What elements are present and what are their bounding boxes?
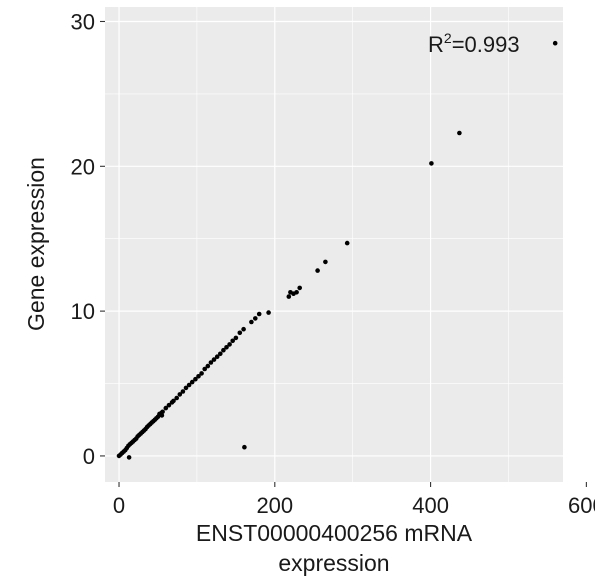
data-point — [126, 455, 132, 460]
plot-panel — [105, 7, 563, 482]
grid-lines — [105, 7, 563, 482]
data-point — [166, 402, 172, 408]
data-point — [218, 351, 223, 357]
x-tick-label: 0 — [113, 493, 125, 518]
x-tick-label: 400 — [412, 493, 449, 518]
data-point — [227, 342, 232, 347]
y-tick-label: 10 — [71, 299, 95, 324]
data-point — [180, 389, 186, 394]
r-squared-superscript: 2 — [444, 30, 452, 46]
data-point — [344, 240, 350, 246]
data-point — [183, 385, 189, 391]
data-point — [242, 444, 247, 450]
data-point — [253, 316, 258, 321]
data-point — [323, 259, 328, 265]
y-tick-label: 30 — [71, 9, 95, 34]
data-point — [214, 354, 220, 360]
data-point — [294, 290, 299, 295]
data-point — [315, 268, 320, 273]
data-points — [116, 40, 558, 460]
data-point — [196, 374, 201, 379]
data-point — [256, 311, 262, 317]
y-tick-label: 20 — [71, 154, 95, 179]
data-point — [186, 382, 192, 388]
data-point — [266, 310, 271, 315]
data-point — [205, 363, 211, 369]
x-tick-label: 200 — [256, 493, 293, 518]
data-point — [177, 392, 183, 397]
x-axis-title-line-1: ENST00000400256 mRNA — [196, 520, 473, 546]
x-axis-title-line-2: expression — [278, 550, 389, 576]
data-point — [189, 379, 195, 385]
data-point — [297, 285, 303, 291]
x-tick-label: 600 — [568, 493, 595, 518]
data-point — [224, 345, 229, 350]
r-squared-annotation: R2=0.993 — [428, 30, 520, 57]
data-point — [457, 130, 462, 136]
axis-ticks: 0 200 400 600 0 10 20 30 — [71, 9, 595, 518]
y-tick-label: 0 — [83, 444, 95, 469]
data-point — [202, 366, 207, 372]
data-point — [159, 413, 165, 418]
data-point — [174, 395, 179, 401]
data-point — [171, 398, 176, 404]
data-point — [233, 335, 239, 341]
data-point — [429, 161, 434, 166]
data-point — [552, 40, 558, 46]
y-axis-title: Gene expression — [23, 157, 49, 331]
data-point — [211, 357, 217, 362]
data-point — [237, 330, 243, 336]
data-point — [208, 360, 214, 365]
data-point — [286, 294, 292, 299]
data-point — [230, 338, 235, 344]
data-point — [221, 347, 226, 353]
data-point — [199, 371, 204, 376]
data-point — [241, 326, 246, 332]
data-point — [193, 376, 198, 382]
data-point — [163, 405, 169, 411]
data-point — [249, 319, 254, 325]
